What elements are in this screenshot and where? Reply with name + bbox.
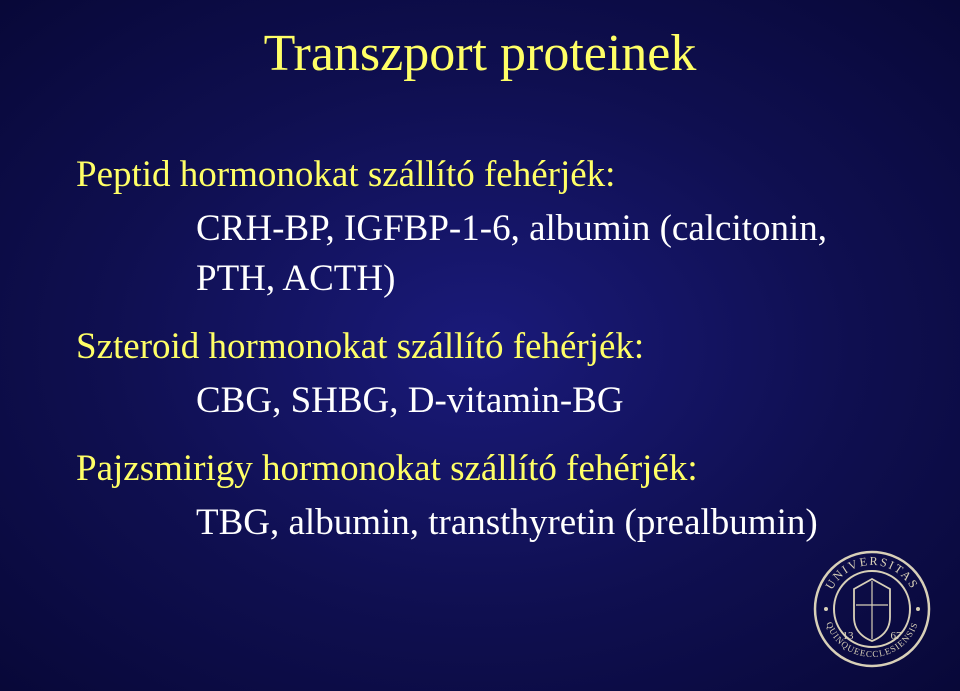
section-line-1-0: CRH-BP, IGFBP-1-6, albumin (calcitonin, … (196, 204, 884, 304)
seal-right-num: 67 (891, 630, 903, 642)
section-line-2-0: CBG, SHBG, D-vitamin-BG (196, 376, 884, 426)
section-line-3-0: TBG, albumin, transthyretin (prealbumin) (196, 498, 884, 548)
slide: Transzport proteinek Peptid hormonokat s… (0, 0, 960, 691)
seal-left-num: 13 (843, 630, 855, 642)
section-heading-2: Szteroid hormonokat szállító fehérjék: (76, 322, 884, 372)
university-seal-icon: UNIVERSITAS QUINQUEECCLESIENSIS 13 67 (812, 549, 932, 669)
slide-title: Transzport proteinek (0, 24, 960, 83)
section-heading-1: Peptid hormonokat szállító fehérjék: (76, 150, 884, 200)
section-heading-3: Pajzsmirigy hormonokat szállító fehérjék… (76, 444, 884, 494)
slide-body: Peptid hormonokat szállító fehérjék: CRH… (76, 150, 884, 548)
